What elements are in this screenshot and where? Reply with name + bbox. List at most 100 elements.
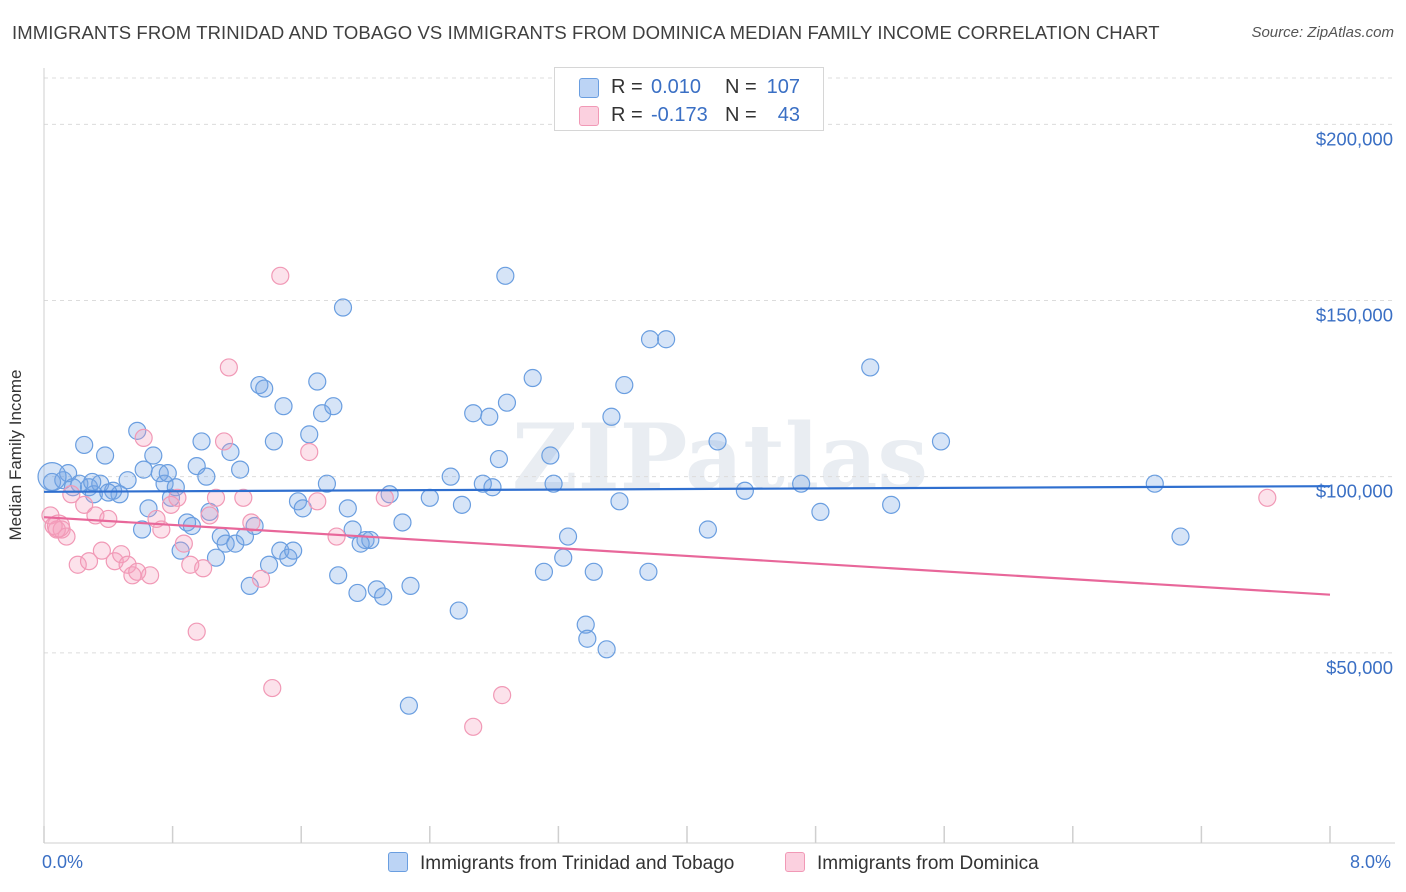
point-trinidad (351, 534, 370, 553)
point-trinidad (399, 696, 419, 715)
point-trinidad (1145, 474, 1164, 493)
point-trinidad (497, 393, 517, 412)
point-trinidad (300, 425, 319, 444)
point-dominica (300, 442, 319, 462)
legend-swatch-blue (579, 78, 599, 98)
point-trinidad (37, 462, 67, 492)
correlation-legend: R = 0.010 N = 107 R = -0.173 N = 43 (554, 67, 824, 131)
y-tick-label: $50,000 (1326, 657, 1393, 678)
point-trinidad (312, 404, 332, 423)
point-trinidad (576, 615, 595, 634)
point-dominica (214, 432, 234, 451)
point-trinidad (264, 432, 283, 451)
point-dominica (493, 686, 512, 705)
point-dominica (123, 566, 142, 585)
point-trinidad (216, 534, 235, 553)
watermark: ZIPatlas (512, 404, 928, 510)
point-trinidad (333, 298, 353, 317)
point-trinidad (523, 368, 542, 388)
point-trinidad (255, 379, 274, 398)
point-dominica (200, 506, 219, 525)
point-trinidad (541, 446, 560, 465)
point-trinidad (144, 446, 163, 465)
point-dominica (187, 622, 206, 641)
point-trinidad (708, 432, 727, 451)
point-trinidad (496, 266, 515, 285)
point-trinidad (110, 485, 129, 504)
point-trinidad (338, 499, 357, 518)
legend-n-label: N = (725, 104, 757, 126)
point-dominica (263, 678, 282, 698)
point-trinidad (534, 562, 554, 581)
point-trinidad (473, 474, 492, 493)
trend-line-trinidad (43, 485, 1331, 493)
point-trinidad (441, 467, 460, 486)
point-trinidad (274, 397, 293, 416)
point-trinidad (698, 520, 717, 539)
point-dominica (174, 534, 193, 553)
legend-r-value: 0.010 (651, 76, 702, 98)
point-dominica (1258, 488, 1277, 507)
point-dominica (234, 488, 253, 507)
point-trinidad (83, 472, 102, 492)
point-trinidad (226, 534, 245, 553)
legend-row-trinidad: R = 0.010 N = 107 (555, 74, 823, 102)
point-dominica (308, 492, 327, 511)
point-trinidad (343, 520, 362, 539)
point-trinidad (597, 640, 616, 659)
point-trinidad (615, 375, 634, 395)
point-trinidad (640, 330, 660, 349)
point-dominica (75, 495, 94, 514)
point-trinidad (735, 481, 754, 500)
point-trinidad (639, 562, 658, 581)
point-dominica (99, 509, 118, 529)
point-trinidad (393, 513, 412, 532)
point-dominica (168, 488, 187, 507)
point-dominica (242, 513, 261, 532)
legend-label-trinidad: Immigrants from Trinidad and Tobago (420, 853, 735, 874)
point-dominica (68, 555, 87, 574)
chart-title: IMMIGRANTS FROM TRINIDAD AND TOBAGO VS I… (12, 22, 1160, 43)
point-dominica (375, 488, 394, 507)
y-tick-label: $150,000 (1316, 304, 1393, 325)
point-trinidad (317, 474, 337, 493)
point-trinidad (882, 495, 901, 514)
point-dominica (46, 514, 71, 538)
legend-row-dominica: R = -0.173 N = 43 (555, 102, 823, 130)
point-trinidad (489, 449, 509, 469)
legend-n-value: 107 (766, 76, 800, 98)
point-trinidad (558, 527, 578, 546)
point-trinidad (259, 555, 279, 574)
point-trinidad (128, 421, 147, 440)
point-dominica (271, 266, 290, 285)
point-trinidad (578, 629, 597, 648)
point-trinidad (348, 583, 367, 603)
point-trinidad (602, 407, 621, 426)
point-trinidad (206, 548, 226, 567)
legend-swatch-pink (785, 852, 805, 872)
point-trinidad (308, 372, 327, 391)
legend-n-value: 43 (777, 104, 800, 126)
point-trinidad (132, 520, 152, 539)
legend-r-label: R = (611, 76, 643, 98)
point-trinidad (792, 474, 811, 493)
point-trinidad (192, 432, 211, 451)
point-dominica (194, 559, 213, 578)
point-trinidad (554, 548, 573, 567)
point-trinidad (329, 566, 348, 585)
legend-swatch-pink (579, 106, 599, 126)
point-trinidad (401, 576, 420, 595)
point-dominica (206, 488, 226, 507)
point-dominica (219, 358, 238, 377)
point-trinidad (584, 562, 603, 581)
point-trinidad (452, 495, 472, 514)
legend-item-dominica: Immigrants from Dominica (785, 852, 1039, 875)
legend-n-label: N = (725, 76, 757, 98)
point-dominica (62, 485, 81, 504)
point-trinidad (811, 502, 830, 521)
point-trinidad (420, 488, 439, 507)
legend-swatch-blue (388, 852, 408, 872)
y-tick-label: $200,000 (1316, 128, 1393, 149)
point-dominica (251, 569, 271, 588)
